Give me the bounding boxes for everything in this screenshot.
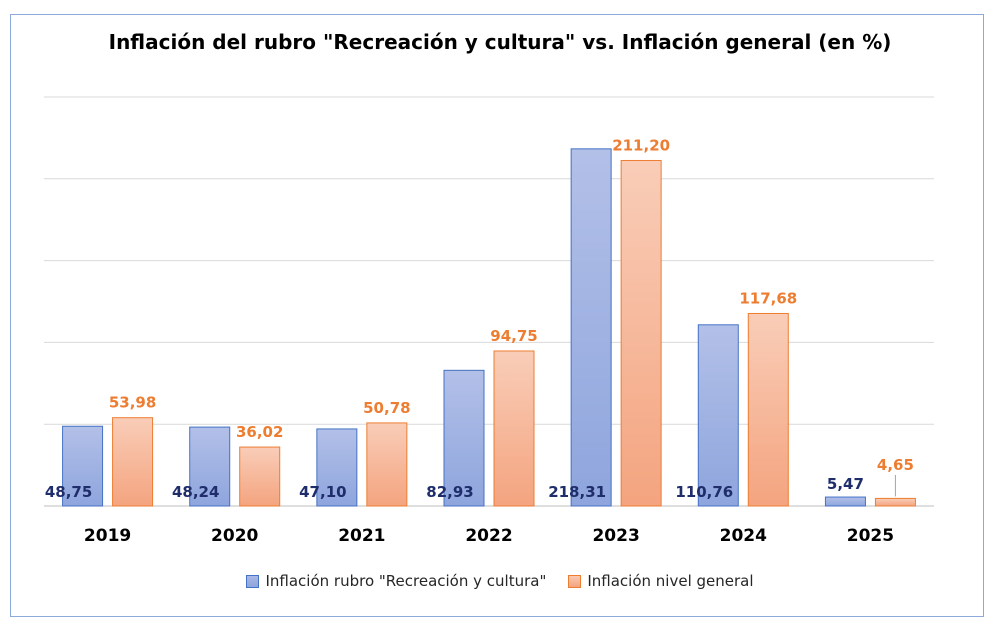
x-tick-label-2025: 2025 [847, 526, 894, 546]
gridlines [44, 96, 934, 507]
bar-recreacion-2021 [316, 428, 358, 507]
x-tick-label-2023: 2023 [592, 526, 639, 546]
bar-recreacion-2020 [189, 426, 231, 507]
bar-recreacion-2025 [824, 496, 866, 507]
data-label-general-2019: 53,98 [109, 394, 156, 412]
legend-item-recreacion: Inflación rubro "Recreación y cultura" [246, 572, 546, 590]
x-tick-label-2021: 2021 [338, 526, 385, 546]
bar-general-2025 [874, 497, 916, 507]
bar-general-2022 [493, 350, 535, 507]
data-label-recreacion-2025: 5,47 [827, 475, 864, 493]
bar-general-2020 [239, 446, 281, 507]
data-label-general-2024: 117,68 [739, 289, 797, 307]
data-label-recreacion-2021: 47,10 [299, 483, 346, 501]
x-tick-label-2020: 2020 [211, 526, 258, 546]
chart-title: Inflación del rubro "Recreación y cultur… [108, 30, 892, 54]
legend-swatch-general [568, 574, 582, 588]
data-label-recreacion-2022: 82,93 [426, 483, 473, 501]
x-tick-label-2024: 2024 [720, 526, 767, 546]
bar-general-2023 [620, 159, 662, 507]
bar-general-2024 [747, 312, 789, 507]
legend-label-recreacion: Inflación rubro "Recreación y cultura" [265, 572, 547, 590]
data-label-recreacion-2024: 110,76 [675, 483, 733, 501]
bars [62, 148, 916, 507]
data-label-recreacion-2019: 48,75 [45, 483, 92, 501]
data-label-general-2022: 94,75 [490, 327, 537, 345]
data-label-recreacion-2023: 218,31 [548, 483, 606, 501]
data-label-general-2023: 211,20 [612, 136, 670, 154]
x-tick-label-2019: 2019 [84, 526, 131, 546]
legend-item-general: Inflación nivel general [568, 572, 754, 590]
data-label-general-2021: 50,78 [363, 399, 410, 417]
x-tick-label-2022: 2022 [465, 526, 512, 546]
bar-recreacion-2022 [443, 369, 485, 507]
data-label-general-2020: 36,02 [236, 423, 283, 441]
bar-recreacion-2019 [62, 425, 104, 507]
data-label-recreacion-2020: 48,24 [172, 483, 219, 501]
bar-general-2019 [112, 417, 154, 507]
data-label-general-2025: 4,65 [877, 456, 914, 474]
bar-general-2021 [366, 422, 408, 507]
chart-frame [10, 14, 984, 617]
data-labels: 48,75 53,98 48,24 36,02 47,10 50,78 82,93 94,75… [45, 136, 914, 501]
bar-recreacion-2023 [570, 148, 612, 507]
bar-recreacion-2024 [697, 324, 739, 507]
x-tick-labels: 2019 2020 2021 2022 2023 2024 2025 [84, 526, 894, 546]
legend-swatch-recreacion [246, 574, 260, 588]
legend-label-general: Inflación nivel general [587, 572, 754, 590]
legend: Inflación rubro "Recreación y cultura" I… [0, 572, 1000, 590]
